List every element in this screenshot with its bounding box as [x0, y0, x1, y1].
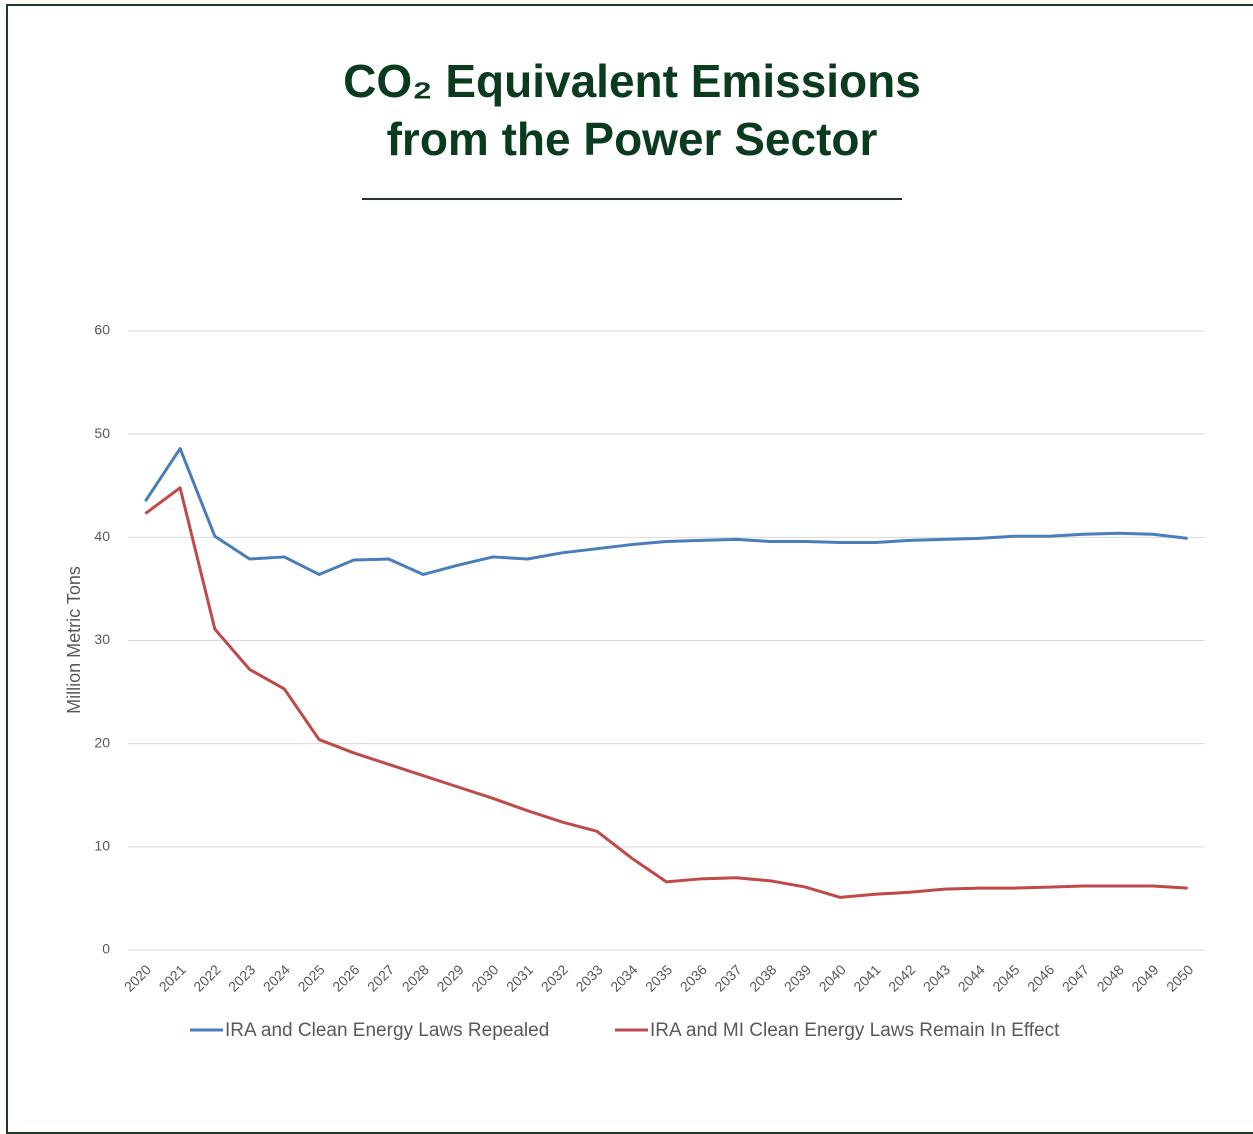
x-tick-label: 2048	[1094, 961, 1127, 994]
x-tick-label: 2050	[1163, 961, 1196, 994]
x-tick-label: 2030	[468, 961, 501, 994]
legend-label: IRA and MI Clean Energy Laws Remain In E…	[650, 1020, 1060, 1041]
x-tick-label: 2040	[816, 961, 849, 994]
chart-title: CO₂ Equivalent Emissions from the Power …	[343, 55, 921, 165]
y-tick-label: 60	[94, 322, 110, 338]
x-tick-label: 2021	[156, 961, 189, 994]
x-tick-label: 2038	[746, 961, 779, 994]
x-tick-label: 2039	[781, 961, 814, 994]
x-tick-label: 2044	[955, 961, 988, 994]
y-tick-label: 40	[94, 528, 110, 544]
x-tick-label: 2041	[850, 961, 883, 994]
y-tick-label: 50	[94, 425, 110, 441]
line-series	[144, 447, 1188, 576]
title-rule	[362, 198, 902, 200]
x-tick-label: 2026	[329, 961, 362, 994]
x-tick-label: 2037	[711, 961, 744, 994]
x-tick-label: 2029	[433, 961, 466, 994]
x-tick-label: 2043	[920, 961, 953, 994]
x-tick-label: 2034	[607, 961, 640, 994]
x-tick-label: 2036	[677, 961, 710, 994]
x-tick-label: 2023	[225, 961, 258, 994]
x-tick-label: 2046	[1024, 961, 1057, 994]
x-tick-label: 2032	[538, 961, 571, 994]
y-tick-label: 0	[102, 941, 110, 957]
x-tick-label: 2033	[572, 961, 605, 994]
x-tick-label: 2031	[503, 961, 536, 994]
x-tick-label: 2025	[294, 961, 327, 994]
x-tick-label: 2028	[399, 961, 432, 994]
legend-label: IRA and Clean Energy Laws Repealed	[225, 1020, 549, 1041]
x-tick-label: 2024	[260, 961, 293, 994]
x-tick-label: 2027	[364, 961, 397, 994]
x-tick-label: 2020	[121, 961, 154, 994]
y-tick-label: 10	[94, 838, 110, 854]
x-tick-label: 2022	[190, 961, 223, 994]
y-tick-label: 20	[94, 734, 110, 750]
x-tick-label: 2042	[885, 961, 918, 994]
x-tick-label: 2047	[1059, 961, 1092, 994]
line-series	[144, 486, 1188, 899]
x-tick-label: 2049	[1128, 961, 1161, 994]
y-axis-label: Million Metric Tons	[64, 566, 84, 714]
x-tick-label: 2035	[642, 961, 675, 994]
y-tick-label: 30	[94, 631, 110, 647]
x-tick-label: 2045	[989, 961, 1022, 994]
